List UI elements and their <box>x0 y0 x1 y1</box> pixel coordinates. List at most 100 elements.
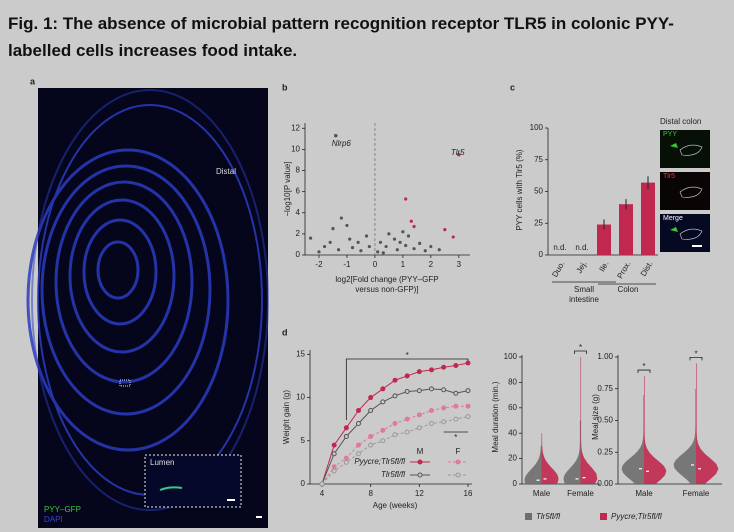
point <box>429 420 434 426</box>
violin <box>541 433 559 484</box>
y-axis-label: Meal size (g) <box>591 394 600 440</box>
y-tick-label: 5 <box>301 436 306 445</box>
legend-marker <box>417 472 423 478</box>
point <box>395 248 399 252</box>
point <box>380 399 386 405</box>
point <box>404 416 410 422</box>
panel-label: a <box>30 76 36 86</box>
x-tick-label: Ile. <box>597 260 610 274</box>
point <box>457 152 461 157</box>
y-tick-label: 0.00 <box>597 479 613 488</box>
y-tick-label: 100 <box>504 352 518 361</box>
legend-swatch <box>600 513 607 520</box>
point <box>406 234 411 238</box>
y-tick-label: 0 <box>539 250 544 259</box>
sig-star: * <box>694 349 697 358</box>
point <box>350 246 355 250</box>
y-axis-label: PYY cells with Tlr5 (%) <box>515 149 524 230</box>
y-tick-label: 4 <box>296 208 301 217</box>
point <box>328 240 332 244</box>
y-tick-label: 12 <box>291 123 300 132</box>
y-tick-label: 80 <box>508 378 517 387</box>
point <box>465 388 471 394</box>
point <box>453 363 459 369</box>
x-tick-label: 4 <box>320 489 325 498</box>
micrograph <box>26 88 269 528</box>
point <box>453 416 459 422</box>
point <box>423 249 427 253</box>
panel-label: c <box>510 82 515 92</box>
point <box>356 408 361 414</box>
point <box>317 250 321 254</box>
x-tick-label: 1 <box>401 260 406 269</box>
group-label: Small <box>574 285 594 294</box>
point <box>343 433 349 439</box>
y-tick-label: 0.50 <box>597 416 613 425</box>
point <box>345 223 349 228</box>
point <box>343 425 349 431</box>
point <box>404 429 410 435</box>
image-label: Tlr5 <box>663 173 675 180</box>
point <box>356 451 361 457</box>
legend-header: M <box>417 447 424 456</box>
point <box>381 251 385 255</box>
y-tick-label: 10 <box>296 393 305 402</box>
point <box>429 244 433 249</box>
point <box>416 412 422 418</box>
point <box>401 230 405 234</box>
sig-bracket <box>574 350 587 354</box>
legend-label: Pyycre;Tlr5fl/fl <box>354 457 405 466</box>
x-tick-label: Female <box>683 489 710 498</box>
x-tick-label: 8 <box>368 489 373 498</box>
point <box>380 386 386 392</box>
image-label: Lumen <box>150 458 174 467</box>
point <box>356 442 361 448</box>
x-tick-label: 16 <box>464 489 473 498</box>
violin <box>673 388 696 484</box>
point <box>380 438 386 444</box>
legend-swatch <box>525 513 532 520</box>
y-tick-label: 2 <box>296 229 301 238</box>
point <box>404 243 408 248</box>
annotation: Tlr5 <box>451 148 465 157</box>
x-tick-label: Dist. <box>639 260 655 278</box>
point <box>331 468 337 474</box>
point <box>331 442 337 448</box>
y-tick-label: 8 <box>296 166 301 175</box>
point <box>356 420 361 426</box>
x-tick-label: -1 <box>343 260 351 269</box>
point <box>348 237 352 241</box>
point <box>368 442 374 448</box>
point <box>416 369 422 375</box>
point <box>441 387 447 393</box>
sig-star: * <box>642 362 645 371</box>
sig-star: * <box>454 433 457 442</box>
y-tick-label: 50 <box>534 187 543 196</box>
value-label: n.d. <box>575 243 588 252</box>
point <box>453 390 459 396</box>
point <box>465 360 471 366</box>
panel-label: b <box>282 82 288 92</box>
violin <box>563 420 581 484</box>
point <box>376 250 380 254</box>
y-tick-label: 100 <box>530 123 544 132</box>
group-label: Colon <box>618 285 639 294</box>
point <box>308 236 313 240</box>
x-tick-label: Prox. <box>615 260 632 281</box>
point <box>333 133 338 138</box>
violin <box>696 363 719 484</box>
value-label: n.d. <box>553 243 566 252</box>
point <box>465 403 471 409</box>
point <box>429 367 434 373</box>
point <box>359 249 363 253</box>
image-label: Distal colon <box>660 117 701 126</box>
point <box>429 386 434 392</box>
y-tick-label: 15 <box>296 349 305 358</box>
point <box>441 405 447 411</box>
point <box>322 244 327 249</box>
point <box>387 232 391 236</box>
image-label: PYY–GFP <box>44 505 81 514</box>
legend-marker <box>455 472 461 478</box>
point <box>404 197 408 201</box>
